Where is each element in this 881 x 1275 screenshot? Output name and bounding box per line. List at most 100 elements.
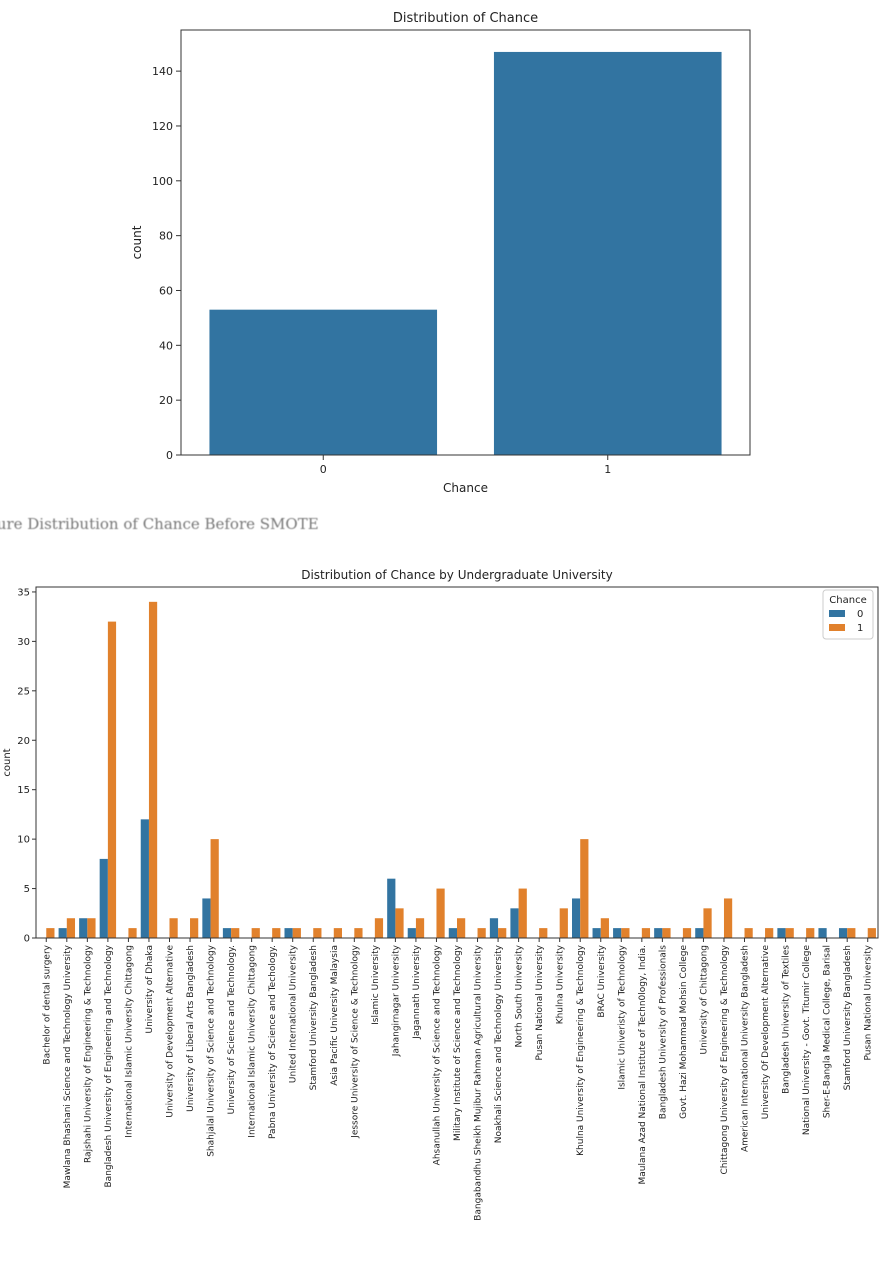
- legend-label-0: 0: [857, 609, 863, 620]
- bar-27-chance-1: [600, 918, 609, 938]
- legend-swatch-0: [829, 610, 845, 617]
- x-tick-label: Stamford University Bangladesh: [843, 945, 853, 1090]
- bar-15-chance-1: [354, 928, 363, 938]
- bar-14-chance-1: [333, 928, 342, 938]
- bar-18-chance-1: [415, 918, 425, 938]
- x-tick-label: Sher-E-Bangla Medical College, Barisal: [823, 945, 833, 1118]
- x-tick-label: Chittagong University of Engineering & T…: [720, 944, 730, 1174]
- bar-3-chance-0: [99, 858, 108, 938]
- x-tick-label: 0: [320, 463, 327, 476]
- y-tick-label: 0: [166, 449, 173, 462]
- x-tick-label: North South University: [515, 944, 525, 1047]
- x-tick-label: Islamic Univeristy of Technology: [617, 944, 627, 1089]
- y-tick-label: 15: [17, 785, 30, 796]
- bar-25-chance-1: [559, 908, 568, 938]
- x-tick-label: Rajshahi University of Engineering & Tec…: [83, 944, 93, 1163]
- plot-frame: [180, 29, 751, 456]
- bar-2-chance-0: [79, 918, 88, 938]
- y-tick-label: 140: [152, 65, 173, 78]
- bar-1-chance-1: [66, 918, 76, 938]
- bar-3-chance-1: [107, 621, 117, 938]
- bar-13-chance-1: [313, 928, 322, 938]
- x-tick-label: BRAC University: [597, 944, 607, 1017]
- bar-40-chance-1: [867, 928, 876, 938]
- bar-26-chance-1: [580, 839, 589, 938]
- legend-swatch-1: [829, 624, 845, 631]
- y-tick-label: 80: [159, 230, 173, 243]
- y-tick-label: 35: [17, 587, 30, 598]
- bar-28-chance-1: [621, 928, 630, 938]
- bar-36-chance-0: [777, 928, 786, 938]
- bar-30-chance-1: [662, 928, 671, 938]
- bar-12-chance-0: [284, 928, 293, 938]
- x-tick-label: Noakhali Science and Technology Universi…: [494, 944, 504, 1143]
- x-tick-label: University of Development Alternative: [165, 945, 175, 1118]
- x-tick-label: Islamic University: [371, 944, 381, 1025]
- y-tick-label: 120: [152, 120, 173, 133]
- plot-frame: [35, 586, 879, 939]
- bar-31-chance-1: [682, 928, 692, 938]
- bar-16-chance-1: [374, 918, 384, 938]
- bar-28-chance-0: [613, 928, 622, 938]
- bar-7-chance-1: [190, 918, 199, 938]
- x-tick-label: Bangladesh University of Engineering and…: [104, 944, 114, 1187]
- bar-22-chance-0: [489, 918, 499, 938]
- bar-11-chance-1: [272, 928, 281, 938]
- x-tick-label: University of Dhaka: [145, 945, 155, 1034]
- bar-23-chance-1: [518, 888, 527, 938]
- x-tick-label: Bangladesh University of Professionals: [658, 945, 668, 1120]
- bar-39-chance-1: [847, 928, 856, 938]
- legend-title: Chance: [829, 595, 866, 606]
- bar-chance-1: [493, 51, 722, 455]
- x-tick-label: Pusan National University: [864, 944, 874, 1060]
- x-tick-label: International Islamic University Chittag…: [124, 945, 134, 1138]
- bar-17-chance-1: [395, 908, 404, 938]
- bar-29-chance-1: [641, 928, 651, 938]
- x-axis-label: Chance: [443, 481, 488, 495]
- bar-18-chance-0: [407, 928, 416, 938]
- x-tick-label: Bangabandhu Sheikh Mujibur Rahman Agricu…: [474, 944, 484, 1220]
- legend: Chance 0 1: [822, 589, 874, 640]
- bar-19-chance-1: [436, 888, 445, 938]
- x-tick-label: Mawlana Bhashani Science and Technology …: [63, 944, 73, 1188]
- x-tick-label: Pabna University of Science and Techolog…: [268, 945, 278, 1139]
- x-tick-label: Military Institute of Science and Techno…: [453, 944, 463, 1141]
- bar-4-chance-1: [128, 928, 137, 938]
- bar-39-chance-0: [838, 928, 848, 938]
- x-tick-label: Stamford University Bangladesh: [309, 945, 319, 1090]
- x-tick-label: Asia Pacific University Malaysia: [330, 945, 340, 1086]
- bar-37-chance-1: [806, 928, 815, 938]
- x-tick-label: Pusan National University: [535, 944, 545, 1060]
- bar-9-chance-0: [222, 928, 232, 938]
- bar-26-chance-0: [572, 898, 581, 938]
- chance-by-university-chart: Distribution of Chance by Undergraduate …: [2, 568, 879, 1221]
- bar-9-chance-1: [231, 928, 240, 938]
- figure-caption: Figure Distribution of Chance Before SMO…: [0, 512, 881, 534]
- bar-8-chance-0: [202, 898, 211, 938]
- bar-12-chance-1: [292, 928, 301, 938]
- y-tick-label: 100: [152, 175, 173, 188]
- y-tick-label: 10: [17, 835, 30, 846]
- bar-21-chance-1: [477, 928, 486, 938]
- x-tick-label: Jagannath University: [412, 944, 422, 1039]
- x-tick-label: University of Liberal Arts Bangladesh: [186, 945, 196, 1112]
- x-tick-label: Jessore University of Science & Technolo…: [350, 944, 360, 1138]
- x-tick-label: Bachelor of dental surgery: [42, 944, 52, 1064]
- x-tick-label: 1: [604, 463, 611, 476]
- bar-5-chance-0: [140, 819, 149, 938]
- bar-27-chance-0: [592, 928, 601, 938]
- figure-caption-text: Figure Distribution of Chance Before SMO…: [0, 515, 319, 533]
- x-tick-label: United International University: [289, 944, 299, 1083]
- y-tick-label: 30: [17, 637, 30, 648]
- bar-36-chance-1: [785, 928, 794, 938]
- legend-label-1: 1: [857, 623, 863, 634]
- y-tick-label: 20: [17, 736, 30, 747]
- x-tick-label: Khulna University of Engineering & Techn…: [576, 944, 586, 1156]
- bar-8-chance-1: [210, 839, 219, 938]
- y-tick-label: 25: [17, 686, 30, 697]
- bar-38-chance-0: [818, 928, 827, 938]
- chart-title: Distribution of Chance by Undergraduate …: [301, 568, 613, 582]
- chance-count-chart: Distribution of Chance 0 20 40 60 80 100 120 140…: [130, 11, 751, 495]
- x-tick-label: American International University Bangla…: [741, 945, 751, 1152]
- x-tick-label: National University - Govt. Titumir Coll…: [802, 945, 812, 1136]
